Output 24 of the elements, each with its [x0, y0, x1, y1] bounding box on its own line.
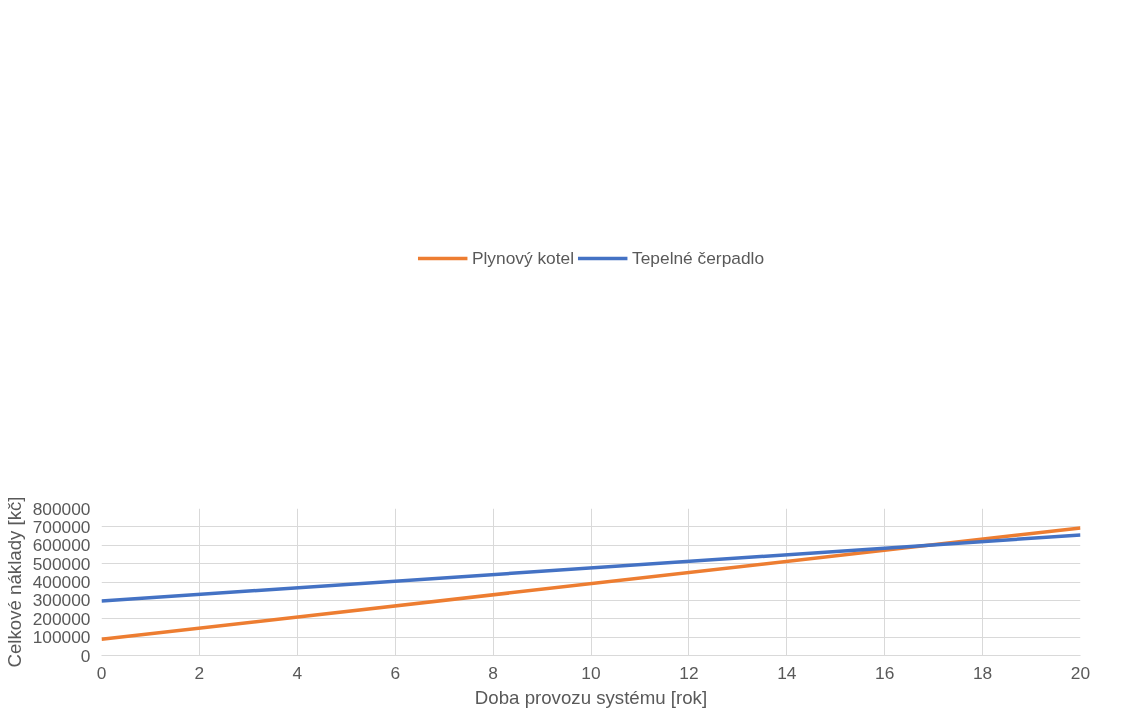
x-tick-label: 16 — [875, 662, 895, 683]
y-tick-label: 100000 — [32, 627, 91, 648]
y-tick-label: 0 — [80, 645, 91, 666]
y-axis-title: Celkové náklady [kč] — [3, 496, 25, 668]
y-tick-label: 500000 — [32, 553, 91, 574]
x-tick-label: 12 — [679, 662, 699, 683]
x-tick-label: 2 — [194, 662, 205, 683]
x-tick-label: 18 — [972, 662, 993, 683]
y-tick-label: 200000 — [32, 608, 91, 629]
x-tick-label: 8 — [488, 662, 498, 683]
x-tick-label: 0 — [96, 662, 107, 683]
y-tick-label: 700000 — [32, 516, 91, 537]
legend-label: Tepelné čerpadlo — [632, 247, 765, 269]
x-tick-label: 14 — [777, 662, 797, 683]
x-tick-label: 20 — [1070, 662, 1091, 683]
y-tick-label: 400000 — [32, 572, 91, 592]
x-axis-title: Doba provozu systému [rok] — [474, 686, 708, 708]
y-tick-label: 800000 — [32, 498, 91, 519]
x-tick-label: 4 — [292, 662, 303, 683]
y-tick-label: 300000 — [32, 590, 91, 611]
x-tick-label: 10 — [581, 662, 601, 683]
legend-label: Plynový kotel — [471, 247, 575, 269]
x-tick-label: 6 — [390, 662, 401, 683]
y-tick-label: 600000 — [32, 535, 91, 556]
